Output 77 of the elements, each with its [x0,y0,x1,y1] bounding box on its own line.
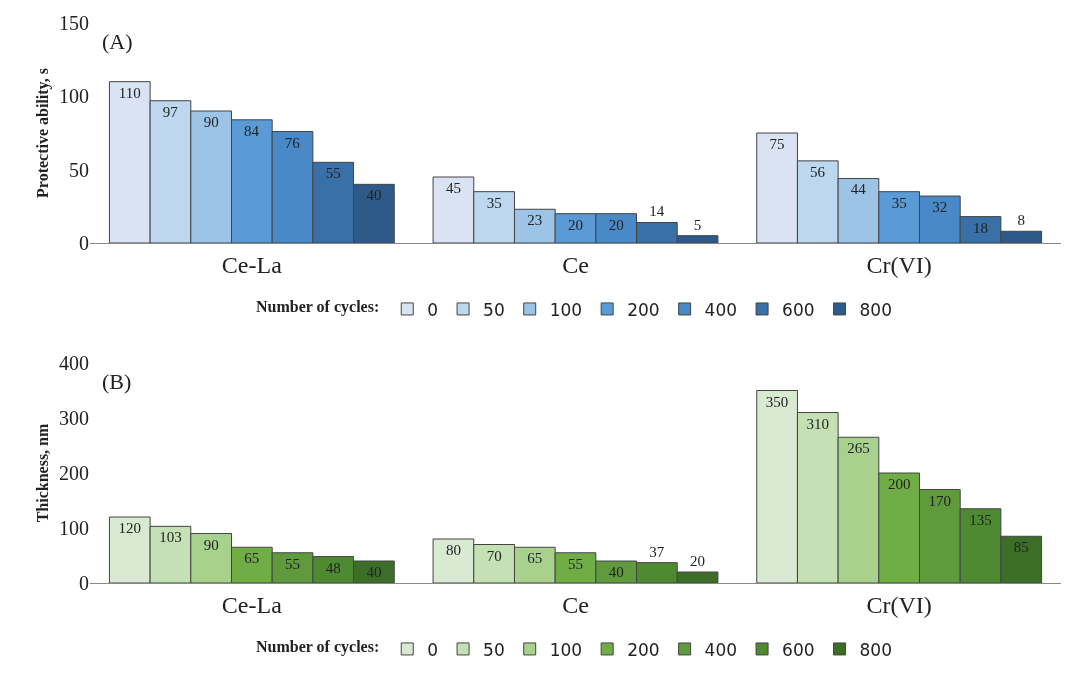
y-tick-label: 100 [59,517,89,539]
data-label: 85 [1013,539,1029,556]
y-tick-label: 200 [59,462,89,484]
data-label: 350 [765,393,789,410]
annotation: (B) [102,369,132,394]
data-label: 20 [608,216,624,233]
data-label: 265 [847,440,870,457]
data-label: 120 [118,520,142,536]
x-tick-label: Ce [562,251,589,278]
legend-label: 600 [782,299,815,320]
legend-label: 800 [859,639,892,660]
legend-label: 100 [549,639,583,660]
data-label: 56 [810,163,826,180]
data-label: 14 [649,203,665,220]
legend-label: 100 [549,299,583,320]
x-tick-label: Cr(VI) [866,591,932,618]
data-label: 170 [928,492,952,509]
data-label: 44 [850,181,867,198]
legend-label: 200 [627,299,660,320]
legend-label: 0 [427,299,439,320]
legend-label: 400 [704,299,738,320]
data-label: 80 [445,542,461,558]
data-label: 76 [284,134,301,151]
data-label: 23 [527,212,543,229]
data-label: 103 [159,529,182,546]
data-label: 35 [891,194,907,211]
x-tick-label: Ce [562,591,589,618]
legend-label: 200 [627,639,660,660]
data-label: 310 [806,415,830,432]
data-label: 75 [769,136,785,152]
data-label: 18 [973,219,989,236]
data-label: 65 [527,550,543,567]
y-tick-label: 400 [59,352,89,374]
data-label: 55 [325,165,341,182]
data-label: 55 [568,555,583,572]
data-label: 37 [649,543,665,560]
legend-label: 600 [782,639,815,660]
data-label: 135 [969,511,992,528]
data-label: 32 [932,199,948,216]
y-tick-label: 50 [69,158,89,181]
data-label: 8 [1017,212,1025,229]
legend-label: 0 [427,639,439,660]
legend-label: 50 [483,299,505,320]
data-label: 20 [690,553,706,569]
y-tick-label: 0 [79,232,89,254]
y-axis-title: Protective ability, s [34,68,52,198]
data-label: 55 [285,555,301,572]
legend-label: 50 [483,639,505,660]
data-label: 65 [244,550,260,567]
data-label: 40 [366,564,382,580]
data-label: 90 [203,536,219,553]
y-tick-label: 0 [79,572,89,594]
legend-title: Number of cycles: [256,638,380,657]
data-label: 84 [244,122,260,139]
y-tick-label: 100 [59,85,89,108]
data-label: 70 [486,547,502,564]
x-tick-label: Ce-La [221,251,283,278]
x-tick-label: Ce-La [221,591,283,618]
data-label: 20 [568,216,583,233]
data-label: 40 [608,564,624,580]
legend-label: 800 [859,299,892,320]
y-tick-label: 300 [59,407,89,429]
data-label: 40 [366,187,382,204]
data-label: 45 [445,180,461,196]
data-label: 48 [325,559,341,576]
data-label: 5 [693,216,702,233]
data-label: 110 [118,84,141,101]
legend-title: Number of cycles: [256,298,380,317]
legend-label: 400 [704,639,738,660]
data-label: 90 [203,114,219,130]
data-label: 35 [486,194,502,211]
annotation: (A) [102,29,133,54]
data-label: 200 [887,476,911,492]
x-tick-label: Cr(VI) [866,251,932,278]
y-axis-title: Thickness, nm [34,422,51,523]
y-tick-label: 150 [59,12,89,34]
data-label: 97 [162,103,179,120]
